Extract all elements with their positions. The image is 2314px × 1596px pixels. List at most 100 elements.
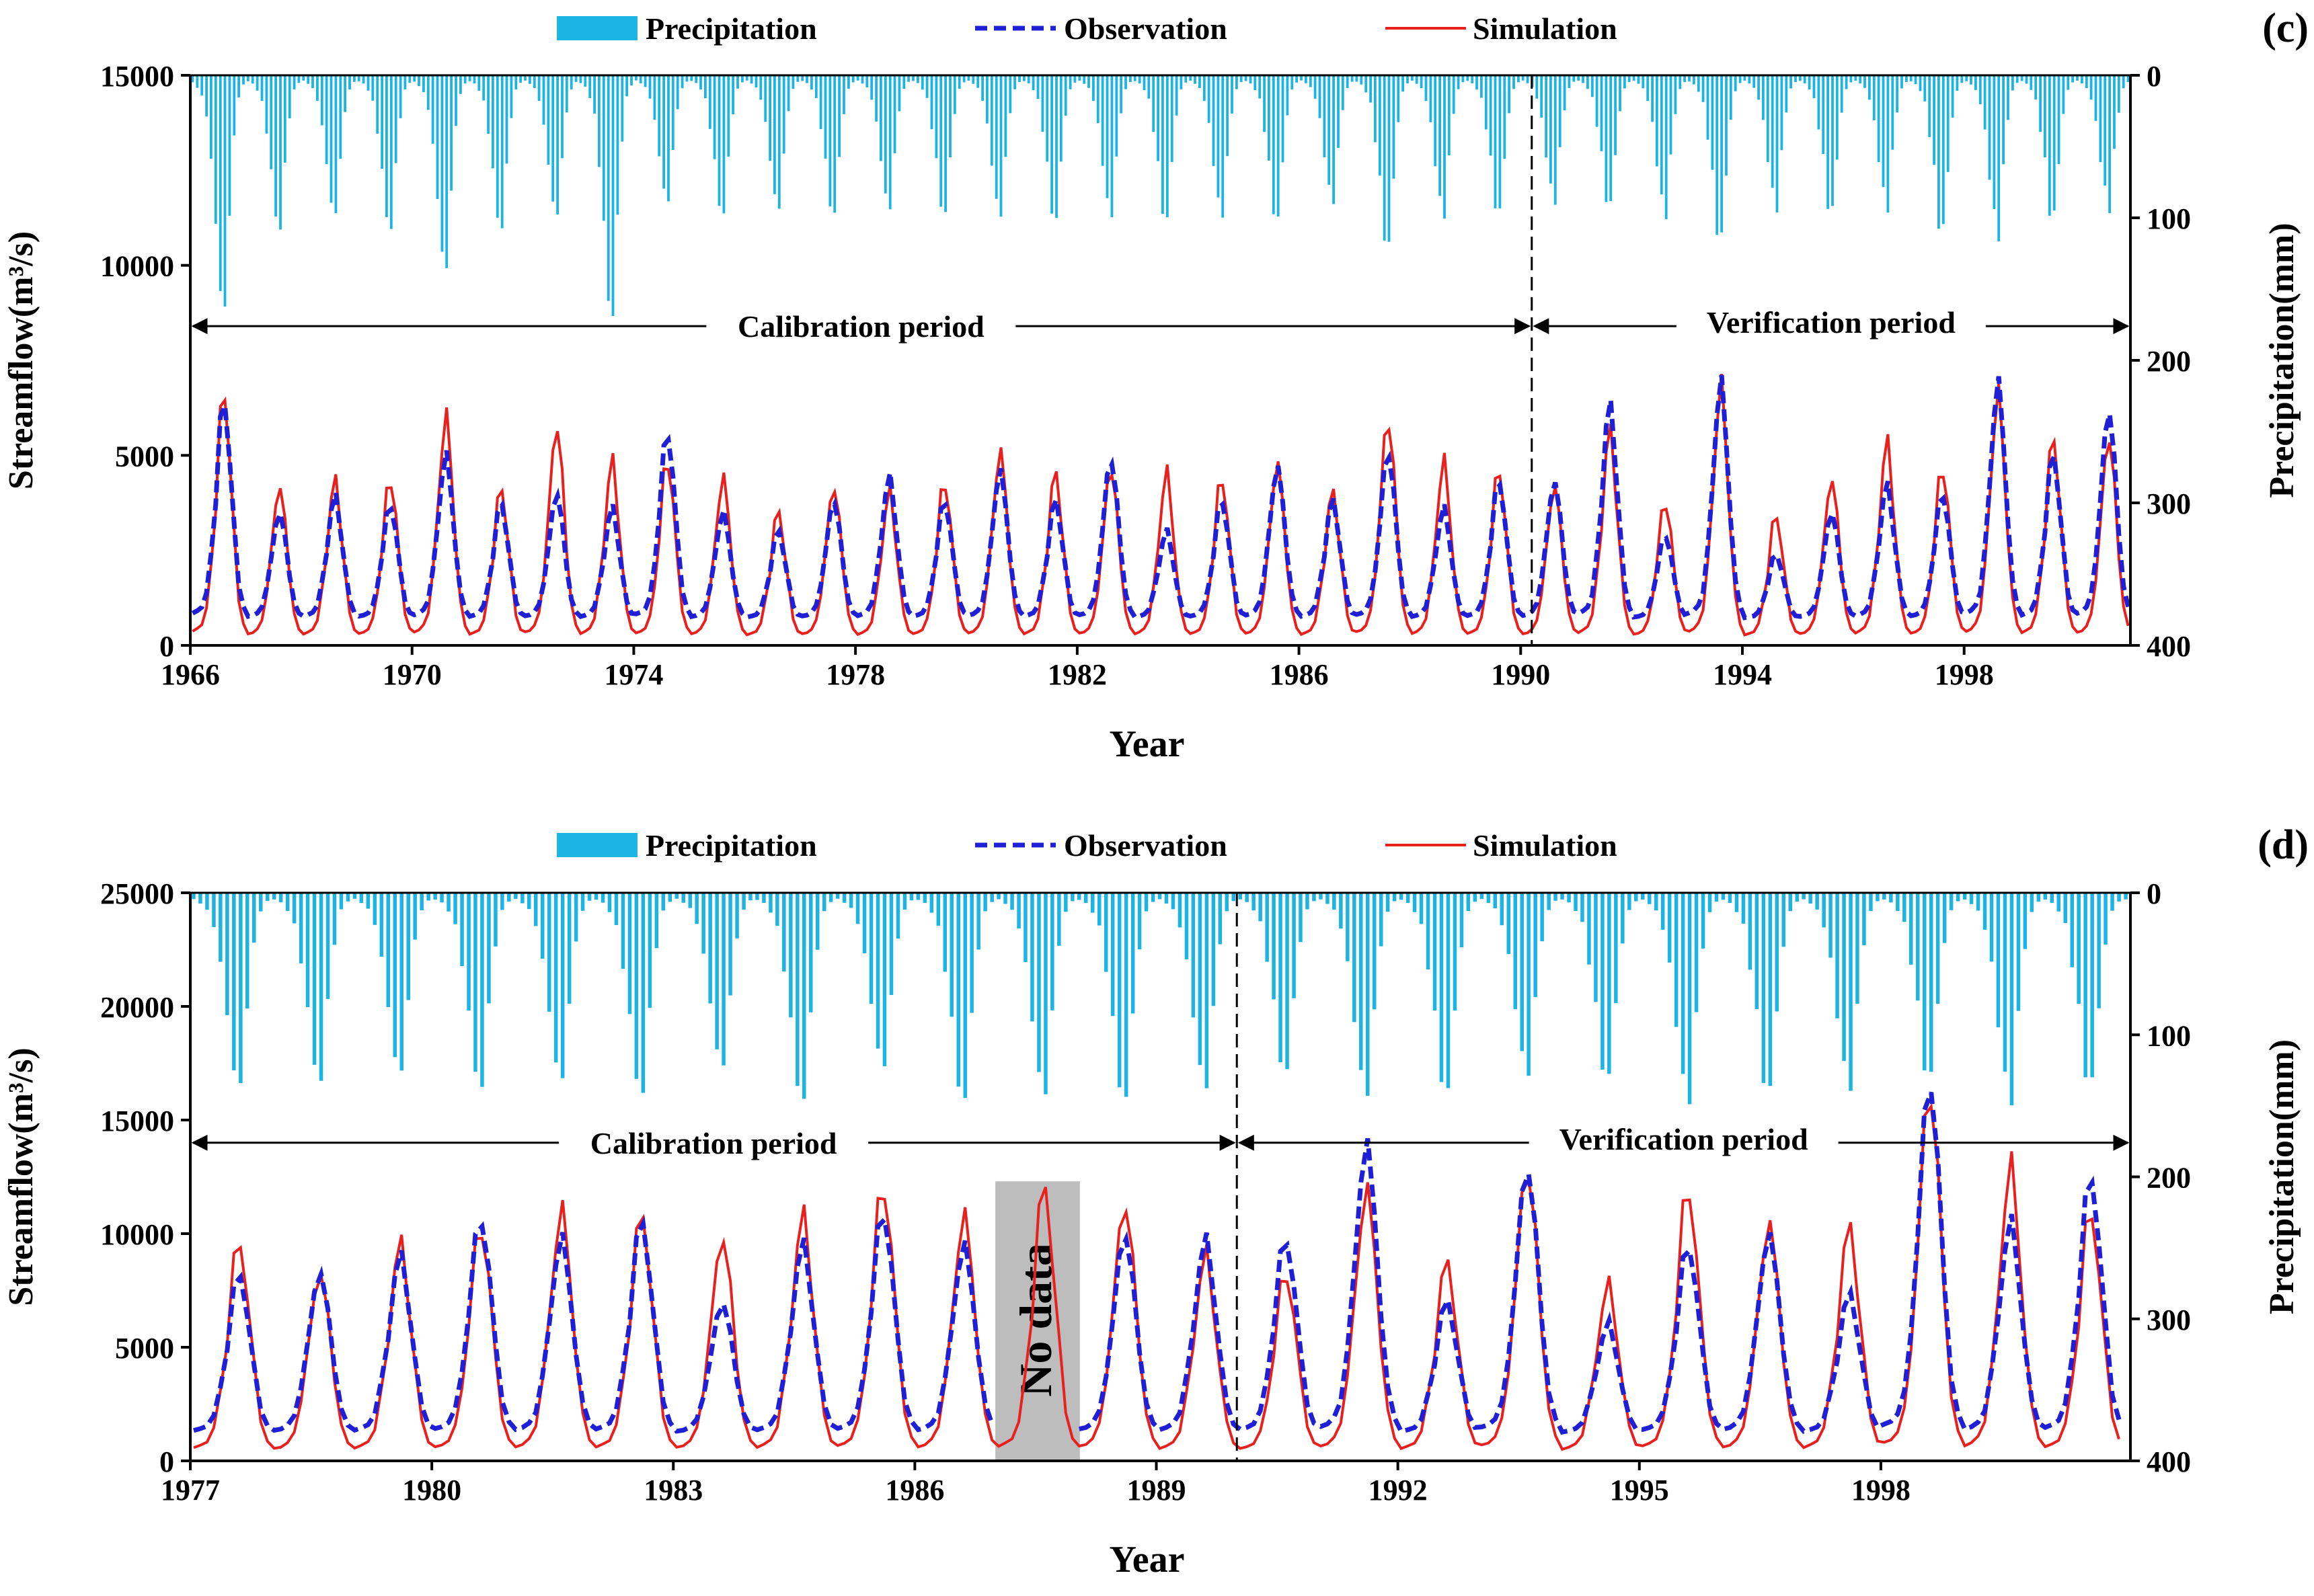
precip-bar [983, 893, 987, 912]
legend-precip-label: Precipitation [646, 828, 817, 863]
precip-bar [283, 75, 286, 163]
precip-bar [1023, 75, 1026, 81]
precip-bar [1426, 893, 1430, 970]
precip-bar [320, 75, 323, 126]
precip-bar [1891, 75, 1894, 150]
precip-bar [436, 75, 439, 199]
precip-bar [1191, 893, 1196, 1018]
precip-bar [2104, 893, 2108, 945]
precip-bar [936, 893, 941, 926]
precip-bar [1144, 893, 1149, 912]
precip-bar [529, 75, 531, 84]
precip-bar [722, 893, 726, 1066]
precip-bar [882, 893, 887, 1066]
precip-bar [1484, 75, 1488, 130]
precip-bar [1929, 893, 1933, 1072]
precip-bar [1627, 893, 1631, 910]
precip-bar [1009, 75, 1012, 114]
precip-bar [668, 893, 672, 902]
precip-bar [1479, 893, 1484, 900]
precip-bar [1312, 893, 1316, 902]
precip-bar [1969, 893, 1974, 904]
precip-bar [319, 893, 323, 1081]
precip-bar [385, 75, 388, 217]
precip-bar [777, 75, 781, 209]
precip-bar [1568, 75, 1571, 88]
precip-bar [1239, 75, 1243, 83]
precip-bar [228, 75, 231, 216]
precip-bar [923, 893, 927, 904]
precip-bar [1300, 75, 1303, 81]
precip-bar [718, 75, 721, 206]
precip-bar [1231, 75, 1233, 114]
precipitation-bars [192, 893, 2128, 1106]
precip-bar [956, 893, 960, 1087]
precip-bar [588, 75, 592, 98]
precip-bar [1238, 893, 1242, 900]
precip-bar [1084, 893, 1088, 904]
precip-bar [1822, 75, 1825, 155]
precip-bar [520, 893, 525, 904]
precip-bar [1225, 893, 1229, 912]
precip-bar [305, 893, 310, 1008]
precip-bar [1974, 75, 1977, 90]
precip-bar [270, 75, 273, 169]
precip-bar [1318, 75, 1321, 118]
precip-bar [1876, 893, 1880, 902]
precip-bar [1621, 893, 1625, 944]
precip-bar [422, 75, 425, 92]
precip-bar [1533, 893, 1537, 998]
precip-bar [838, 75, 841, 157]
y-right-tick-label: 300 [2147, 487, 2191, 520]
precip-bar [634, 893, 639, 1079]
precip-bar [1607, 893, 1611, 1074]
precip-bar [1785, 75, 1788, 113]
precip-bar [727, 75, 730, 157]
precip-bar [302, 75, 305, 81]
precip-bar [214, 75, 217, 224]
precip-bar [1498, 75, 1502, 208]
precip-bar [381, 75, 383, 169]
precip-bar [1124, 893, 1128, 1097]
precip-bar [1503, 75, 1506, 159]
precip-bar [1373, 893, 1377, 1010]
precip-bar [205, 75, 208, 117]
precip-bar [654, 893, 659, 949]
precip-bar [842, 893, 847, 903]
precip-bar [1258, 75, 1262, 99]
precip-bar [1701, 893, 1705, 949]
precip-bar [1036, 75, 1040, 99]
precip-bar [1117, 893, 1122, 1088]
precip-bar [450, 75, 453, 191]
precip-bar [1204, 893, 1209, 1088]
precip-bar [1429, 75, 1432, 122]
precip-bar [440, 75, 444, 252]
precip-bar [1909, 75, 1913, 81]
precip-bar [1325, 893, 1329, 904]
precip-bar [346, 893, 350, 902]
precip-bar [701, 893, 705, 954]
precip-bar [433, 893, 437, 900]
precip-bar [574, 75, 578, 82]
precip-bar [1714, 893, 1719, 902]
precip-bar [553, 893, 558, 1063]
precip-bar [1138, 75, 1141, 84]
precip-bar [1439, 893, 1444, 1082]
precip-bar [1694, 893, 1699, 1012]
precip-bar [2015, 75, 2019, 83]
precip-bar [1226, 75, 1229, 157]
precip-bar [1960, 75, 1964, 83]
precip-bar [2090, 893, 2094, 1078]
precip-bar [611, 75, 615, 316]
precip-bar [1249, 75, 1252, 84]
legend-precip-swatch [557, 833, 638, 857]
x-tick-label: 1980 [402, 1474, 461, 1507]
precip-bar [2124, 893, 2128, 900]
precip-bar [1383, 75, 1386, 241]
precip-bar [2003, 893, 2007, 1072]
precip-bar [902, 75, 906, 89]
precip-bar [1859, 75, 1862, 84]
precip-bar [1560, 893, 1564, 900]
precip-bar [1941, 75, 1945, 225]
precip-bar [348, 75, 351, 90]
